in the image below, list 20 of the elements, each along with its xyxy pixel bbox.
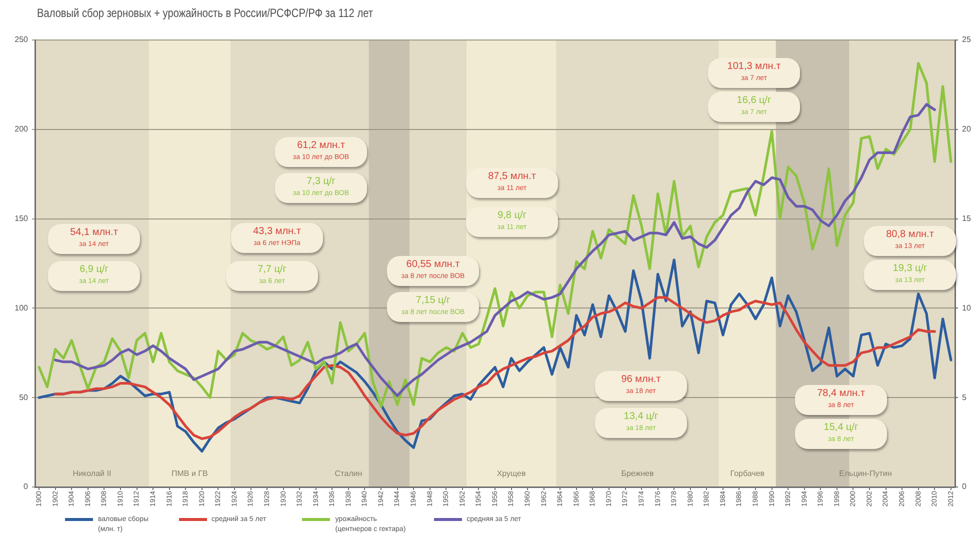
y2-tick-label: 15 bbox=[962, 214, 972, 224]
band-label: Горбачев bbox=[730, 469, 765, 478]
band-label: Николай II bbox=[72, 469, 112, 478]
chart-title: Валовый сбор зерновых + урожайность в России/РСФСР/РФ за 112 лет bbox=[37, 6, 373, 20]
y2-tick-label: 5 bbox=[962, 392, 967, 402]
y2-tick-label: 20 bbox=[962, 124, 972, 134]
y2-tick-label: 25 bbox=[962, 35, 972, 44]
band-label: Хрущев bbox=[496, 469, 526, 478]
band-label: Ельцин-Путин bbox=[839, 469, 892, 478]
y-tick-label: 150 bbox=[14, 214, 29, 224]
y2-tick-label: 10 bbox=[962, 303, 972, 312]
y-tick-label: 100 bbox=[14, 303, 29, 312]
y-tick-label: 0 bbox=[24, 482, 29, 492]
y-tick-label: 250 bbox=[14, 35, 29, 44]
y-tick-label: 200 bbox=[14, 124, 29, 134]
band-label: Брежнев bbox=[621, 469, 654, 478]
band-label: Сталин bbox=[334, 469, 362, 478]
y-tick-label: 50 bbox=[19, 392, 29, 402]
y2-tick-label: 0 bbox=[962, 482, 967, 492]
band-label: ПМВ и ГВ bbox=[172, 469, 208, 478]
